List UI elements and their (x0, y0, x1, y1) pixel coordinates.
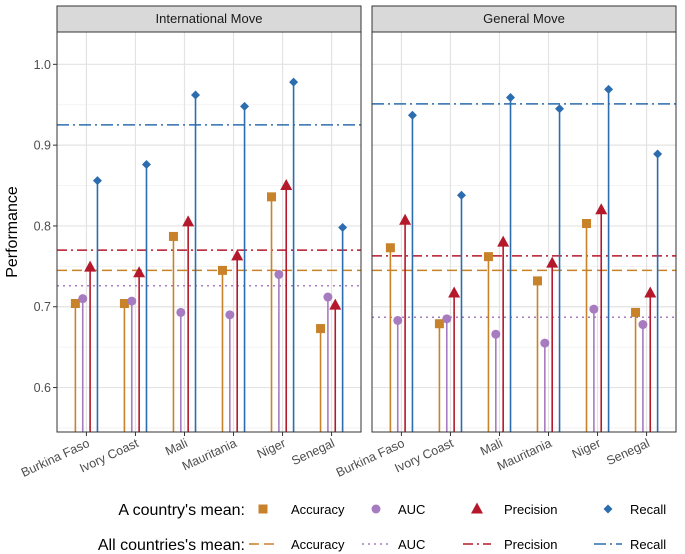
panel-background (57, 32, 361, 432)
y-tick-label: 0.9 (34, 139, 51, 153)
point-precision (231, 249, 244, 261)
point-recall (92, 176, 102, 186)
point-precision (84, 260, 97, 272)
point-accuracy (168, 231, 178, 241)
point-auc (442, 314, 452, 324)
point-accuracy (316, 324, 326, 334)
y-tick-label: 1.0 (34, 58, 51, 72)
point-precision (399, 213, 412, 225)
point-recall (191, 90, 201, 100)
legend-all-mean-title: All countries's mean: (98, 537, 245, 554)
point-accuracy (70, 299, 80, 309)
point-auc (176, 307, 186, 317)
point-accuracy (434, 319, 444, 329)
y-axis-label: Performance (4, 186, 21, 278)
point-precision (595, 203, 608, 215)
point-auc (127, 296, 137, 306)
point-recall (141, 160, 151, 170)
legend-mean-label-recall: Recall (630, 537, 666, 552)
point-accuracy (483, 252, 493, 262)
point-precision (133, 266, 146, 278)
legend-key-accuracy (258, 504, 268, 514)
point-precision (546, 256, 559, 268)
point-auc (225, 310, 235, 320)
point-recall (506, 92, 516, 102)
x-tick-label: Burkina Faso (19, 436, 92, 480)
point-recall (338, 223, 348, 233)
legend-label-precision: Precision (504, 502, 557, 517)
x-tick-label: Mauritania (495, 436, 554, 473)
x-tick-label: Burkina Faso (334, 436, 407, 480)
panel-strip (56, 5, 362, 33)
point-accuracy (267, 192, 277, 202)
point-precision (182, 215, 195, 227)
point-recall (653, 149, 663, 159)
point-recall (456, 190, 466, 200)
x-tick-label: Mauritania (180, 436, 239, 473)
point-auc (323, 292, 333, 302)
legend-country-mean-title: A country's mean: (118, 502, 245, 519)
point-recall (555, 104, 565, 114)
point-auc (589, 304, 599, 314)
point-recall (407, 110, 417, 120)
panel-title: International Move (156, 11, 263, 26)
x-tick-label: Senegal (604, 436, 651, 468)
point-auc (78, 294, 88, 304)
legend-key-recall (603, 504, 613, 514)
x-tick-label: Mali (478, 436, 505, 458)
point-auc (540, 338, 550, 348)
y-tick-label: 0.8 (34, 219, 51, 233)
legend-label-recall: Recall (630, 502, 666, 517)
point-precision (280, 179, 293, 191)
panel-border (56, 31, 362, 433)
point-recall (240, 101, 250, 111)
point-auc (274, 269, 284, 279)
legend-key-precision (471, 502, 483, 514)
point-precision (329, 298, 342, 310)
legend: A country's mean: All countries's mean: Ac… (98, 502, 666, 554)
x-tick-label: Mali (163, 436, 190, 458)
x-tick-label: Niger (570, 436, 603, 461)
y-tick-label: 0.6 (34, 381, 51, 395)
point-auc (491, 329, 501, 339)
legend-label-auc: AUC (398, 502, 425, 517)
point-accuracy (631, 307, 641, 317)
legend-mean-label-precision: Precision (504, 537, 557, 552)
point-accuracy (582, 219, 592, 229)
point-accuracy (119, 299, 129, 309)
panel-border (371, 31, 677, 433)
point-precision (644, 286, 657, 298)
point-recall (289, 77, 299, 87)
point-accuracy (217, 265, 227, 275)
point-recall (604, 84, 614, 94)
point-auc (393, 315, 403, 325)
panel-strip (371, 5, 677, 33)
panel-title: General Move (483, 11, 565, 26)
legend-mean-label-auc: AUC (398, 537, 425, 552)
x-tick-label: Niger (255, 436, 288, 461)
point-precision (497, 235, 510, 247)
legend-mean-label-accuracy: Accuracy (291, 537, 345, 552)
panel-background (372, 32, 676, 432)
y-tick-label: 0.7 (34, 300, 51, 314)
point-auc (638, 320, 648, 330)
legend-label-accuracy: Accuracy (291, 502, 345, 517)
x-tick-label: Senegal (289, 436, 336, 468)
legend-key-auc (371, 504, 381, 514)
point-precision (448, 286, 461, 298)
point-accuracy (385, 243, 395, 253)
point-accuracy (532, 276, 542, 286)
